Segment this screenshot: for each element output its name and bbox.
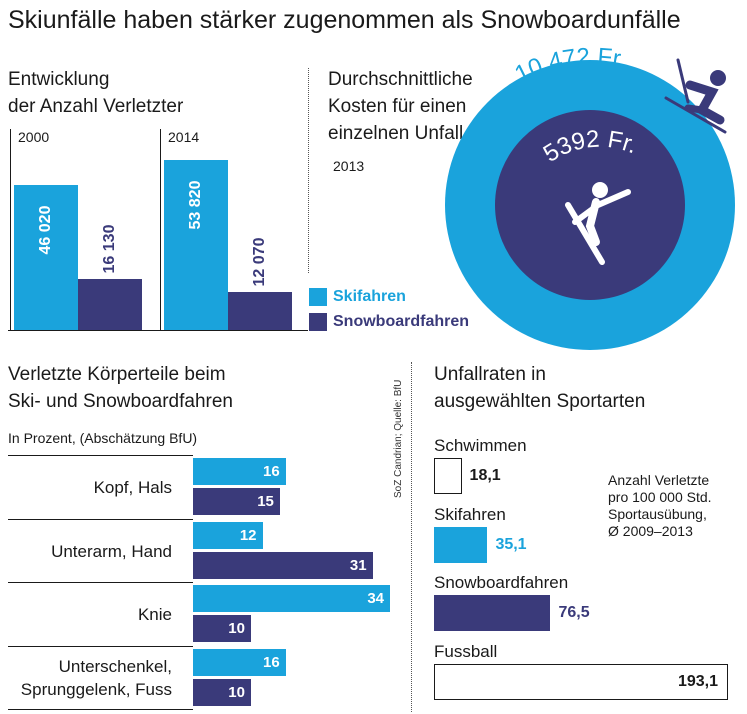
rate-label: Snowboardfahren	[434, 573, 569, 592]
ski-bodypart-bar	[193, 521, 263, 549]
panel-divider	[308, 68, 309, 273]
snowboard-bodypart-value: 15	[257, 493, 274, 510]
cost-bubble-chart: 10 472 Fr. 5392 Fr.	[445, 43, 735, 350]
bodyparts-title-line-1: Verletzte Körperteile beim	[8, 364, 226, 385]
rates-note-line-1: Anzahl Verletzte	[608, 472, 710, 488]
ski-bodypart-value: 16	[263, 463, 280, 480]
rate-bar	[434, 527, 488, 563]
snowboard-value-2014: 12 070	[251, 237, 268, 287]
rate-value: 193,1	[677, 673, 718, 690]
ski-bar-2000	[14, 184, 78, 330]
legend-ski-label: Skifahren	[333, 288, 406, 305]
snowboard-bodypart-value: 10	[228, 683, 245, 701]
snowboard-bodypart-value: 31	[349, 556, 367, 574]
rate-value: 18,1	[469, 467, 501, 484]
rates-title-line-1: Unfallraten in	[434, 364, 546, 385]
page-title: Skiunfälle haben stärker zugenommen als …	[8, 6, 681, 34]
ski-bodypart-value: 16	[263, 653, 280, 671]
bodyparts-chart: Kopf, Hals 16 15 Unterarm, Hand 12 31 Knie 34 10…	[0, 450, 400, 714]
rates-note-line-3: Sportausübung,	[608, 506, 707, 522]
injuries-title-line-1: Entwicklung	[8, 69, 110, 90]
rate-value: 76,5	[558, 604, 590, 621]
bodypart-label-line: Knie	[137, 605, 172, 624]
cost-title-line-3: einzelnen Unfall	[328, 123, 464, 144]
snowboard-bar-2000	[78, 279, 142, 330]
bodypart-label-line: Kopf, Hals	[93, 478, 172, 497]
ski-value-2014: 53 820	[187, 180, 204, 230]
rate-label: Fussball	[434, 642, 498, 661]
rates-chart-title: Unfallraten in ausgewählten Sportarten	[434, 361, 645, 415]
bodyparts-subtitle: In Prozent, (Abschätzung BfU)	[8, 430, 198, 446]
rates-title-line-2: ausgewählten Sportarten	[434, 391, 646, 412]
bodypart-label: Unterarm, Hand	[8, 540, 172, 563]
ski-bodypart-value: 12	[239, 526, 257, 544]
ski-bodypart-bar	[193, 585, 390, 612]
year-tick-2000	[10, 129, 11, 330]
bodypart-label-line: Sprunggelenk, Fuss	[20, 679, 172, 699]
rate-bar	[434, 595, 551, 631]
snowboard-cost-bubble	[495, 110, 685, 300]
rate-bar	[434, 458, 462, 494]
bodypart-separator	[8, 455, 193, 456]
panel-divider-2	[411, 362, 412, 712]
snowboard-bodypart-bar	[193, 615, 251, 642]
cost-year: 2013	[333, 158, 365, 174]
rate-value: 35,1	[495, 536, 527, 553]
cost-title-line-2: Kosten für einen	[328, 96, 467, 117]
snowboard-bodypart-bar	[193, 551, 373, 579]
cost-chart-title: Durchschnittliche Kosten für einen einze…	[328, 66, 473, 147]
ski-bodypart-bar	[193, 648, 286, 676]
ski-value-2000: 46 020	[37, 205, 54, 255]
ski-bodypart-value: 34	[367, 590, 384, 607]
ski-bodypart-bar	[193, 458, 286, 485]
year-tick-2014	[160, 129, 161, 330]
legend-swatch-snowboard	[309, 313, 327, 331]
ski-bar-2014	[164, 160, 228, 330]
bodyparts-chart-title: Verletzte Körperteile beim Ski- und Snow…	[8, 361, 233, 415]
injuries-chart-title: Entwicklung der Anzahl Verletzter	[8, 66, 183, 120]
snowboard-bodypart-bar	[193, 488, 280, 515]
injuries-title-line-2: der Anzahl Verletzter	[8, 96, 184, 117]
bodypart-separator	[8, 518, 193, 520]
year-label-2014: 2014	[168, 129, 200, 145]
rates-note: Anzahl Verletzte pro 100 000 Std. Sporta…	[608, 472, 712, 540]
snowboarder-icon	[565, 182, 631, 265]
skier-icon	[664, 58, 727, 134]
injuries-baseline	[8, 330, 308, 331]
snowboard-value-2000: 16 130	[101, 224, 118, 274]
legend-snowboard-label: Snowboardfahren	[333, 313, 470, 330]
bodypart-label-line: Unterarm, Hand	[51, 541, 172, 561]
snowboard-bodypart-bar	[193, 678, 251, 706]
bodypart-separator	[8, 582, 193, 583]
rates-note-line-2: pro 100 000 Std.	[608, 489, 712, 505]
injuries-chart: 2000 46 020 16 130 2014 53 820 12 070	[0, 125, 310, 335]
bodypart-label-line: Unterschenkel,	[58, 656, 172, 676]
bodypart-label: Kopf, Hals	[8, 476, 172, 499]
snowboard-bar-2014	[228, 291, 292, 330]
year-label-2000: 2000	[18, 129, 50, 145]
bodypart-label: Unterschenkel, Sprunggelenk, Fuss	[8, 655, 172, 701]
bodypart-separator	[8, 709, 193, 710]
rate-label: Schwimmen	[434, 436, 527, 455]
rate-bar	[434, 664, 728, 700]
legend-swatch-ski	[309, 288, 327, 306]
rate-label: Skifahren	[434, 505, 506, 524]
cost-title-line-1: Durchschnittliche	[328, 69, 473, 90]
snowboard-bodypart-value: 10	[228, 620, 245, 637]
bodypart-label: Knie	[8, 603, 172, 626]
rates-note-line-4: Ø 2009–2013	[608, 523, 693, 539]
source-credit: SoZ Candrian; Quelle: BfU	[393, 379, 404, 498]
bodyparts-title-line-2: Ski- und Snowboardfahren	[8, 391, 233, 412]
bodypart-separator	[8, 645, 193, 647]
